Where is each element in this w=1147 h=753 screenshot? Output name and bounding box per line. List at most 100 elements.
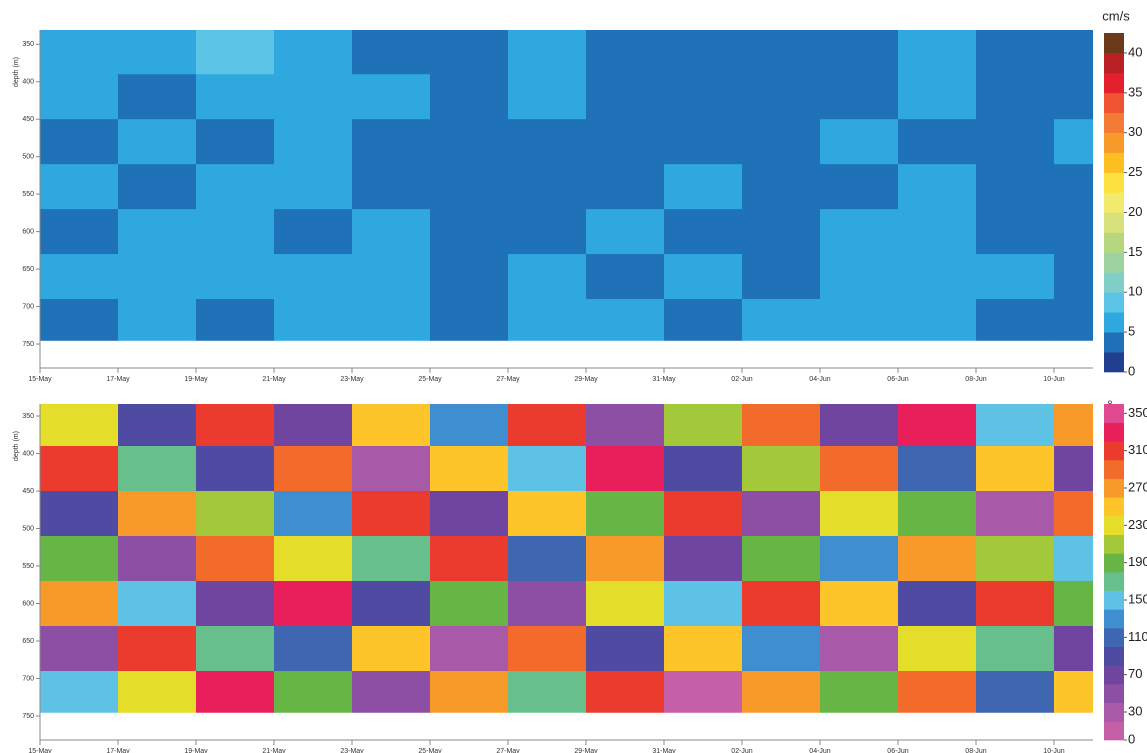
cell bbox=[976, 164, 1055, 210]
cell bbox=[664, 74, 743, 120]
cell bbox=[196, 74, 275, 120]
cell bbox=[352, 581, 431, 627]
cell bbox=[664, 30, 743, 75]
cell bbox=[352, 30, 431, 75]
cell bbox=[742, 581, 821, 627]
cell bbox=[508, 446, 587, 492]
y-tick-label: 400 bbox=[22, 79, 34, 86]
colorbar-swatch bbox=[1104, 312, 1124, 333]
cell bbox=[40, 536, 119, 582]
y-tick-label: 500 bbox=[22, 525, 34, 532]
x-tick-label: 06-Jun bbox=[887, 376, 909, 383]
cell bbox=[976, 536, 1055, 582]
cell bbox=[430, 446, 509, 492]
cell bbox=[508, 404, 587, 447]
colorbar-tick-label: 40 bbox=[1128, 44, 1142, 59]
cell bbox=[586, 30, 665, 75]
colorbar-swatch bbox=[1104, 702, 1124, 722]
cell bbox=[274, 254, 353, 300]
x-tick-label: 19-May bbox=[184, 748, 208, 753]
cell bbox=[664, 299, 743, 341]
colorbar-swatch bbox=[1104, 232, 1124, 253]
cell bbox=[118, 536, 197, 582]
cell bbox=[508, 581, 587, 627]
colorbar-tick-label: 230 bbox=[1128, 517, 1147, 532]
cell bbox=[40, 254, 119, 300]
cell bbox=[196, 671, 275, 713]
x-tick-label: 06-Jun bbox=[887, 748, 909, 753]
colorbar-swatch bbox=[1104, 252, 1124, 273]
cell bbox=[820, 581, 899, 627]
colorbar-swatch bbox=[1104, 721, 1124, 741]
cell bbox=[1054, 581, 1093, 627]
colorbar-swatch bbox=[1104, 572, 1124, 591]
colorbar-tick-label: 10 bbox=[1128, 284, 1142, 299]
cell bbox=[976, 299, 1055, 341]
heatmap bbox=[40, 30, 1093, 341]
cell bbox=[742, 626, 821, 672]
x-tick-label: 15-May bbox=[28, 376, 52, 383]
cell bbox=[196, 491, 275, 537]
cell bbox=[196, 254, 275, 300]
x-tick-label: 21-May bbox=[262, 748, 286, 753]
cell bbox=[586, 581, 665, 627]
cell bbox=[898, 164, 977, 210]
cell bbox=[820, 299, 899, 341]
x-tick-label: 31-May bbox=[652, 748, 676, 753]
cell bbox=[430, 491, 509, 537]
cell bbox=[430, 209, 509, 255]
cell bbox=[118, 164, 197, 210]
cell bbox=[430, 254, 509, 300]
cell bbox=[508, 626, 587, 672]
cell bbox=[586, 164, 665, 210]
cell bbox=[742, 491, 821, 537]
cell bbox=[586, 626, 665, 672]
cell bbox=[274, 446, 353, 492]
y-tick-label: 450 bbox=[22, 488, 34, 495]
cell bbox=[352, 404, 431, 447]
cell bbox=[664, 119, 743, 165]
cell bbox=[196, 404, 275, 447]
x-tick-label: 17-May bbox=[106, 376, 130, 383]
cell bbox=[274, 119, 353, 165]
cell bbox=[352, 74, 431, 120]
cell bbox=[508, 74, 587, 120]
cell bbox=[274, 30, 353, 75]
cell bbox=[742, 404, 821, 447]
cell bbox=[508, 164, 587, 210]
cell bbox=[664, 626, 743, 672]
colorbar-tick-label: 70 bbox=[1128, 666, 1142, 681]
heatmap bbox=[40, 404, 1093, 713]
cell bbox=[430, 626, 509, 672]
cell bbox=[976, 254, 1055, 300]
cell bbox=[586, 404, 665, 447]
y-tick-label: 450 bbox=[22, 116, 34, 123]
colorbar-swatch bbox=[1104, 497, 1124, 517]
colorbar-swatch bbox=[1104, 516, 1124, 535]
cell bbox=[586, 536, 665, 582]
x-tick-label: 29-May bbox=[574, 376, 598, 383]
cell bbox=[352, 164, 431, 210]
cell bbox=[1054, 30, 1093, 75]
cell bbox=[898, 254, 977, 300]
cell bbox=[976, 671, 1055, 713]
cell bbox=[742, 74, 821, 120]
x-tick-label: 23-May bbox=[340, 748, 364, 753]
cell bbox=[430, 119, 509, 165]
cell bbox=[586, 299, 665, 341]
cell bbox=[274, 536, 353, 582]
colorbar-swatch bbox=[1104, 646, 1124, 666]
cell bbox=[508, 30, 587, 75]
colorbar-swatch bbox=[1104, 292, 1124, 313]
cell bbox=[1054, 164, 1093, 210]
cell bbox=[196, 299, 275, 341]
cell bbox=[274, 299, 353, 341]
cell bbox=[430, 30, 509, 75]
cell bbox=[820, 671, 899, 713]
cell bbox=[586, 446, 665, 492]
cell bbox=[1054, 254, 1093, 300]
cell bbox=[40, 581, 119, 627]
cell bbox=[586, 119, 665, 165]
y-axis-label: depth (m) bbox=[13, 57, 20, 87]
cell bbox=[196, 119, 275, 165]
